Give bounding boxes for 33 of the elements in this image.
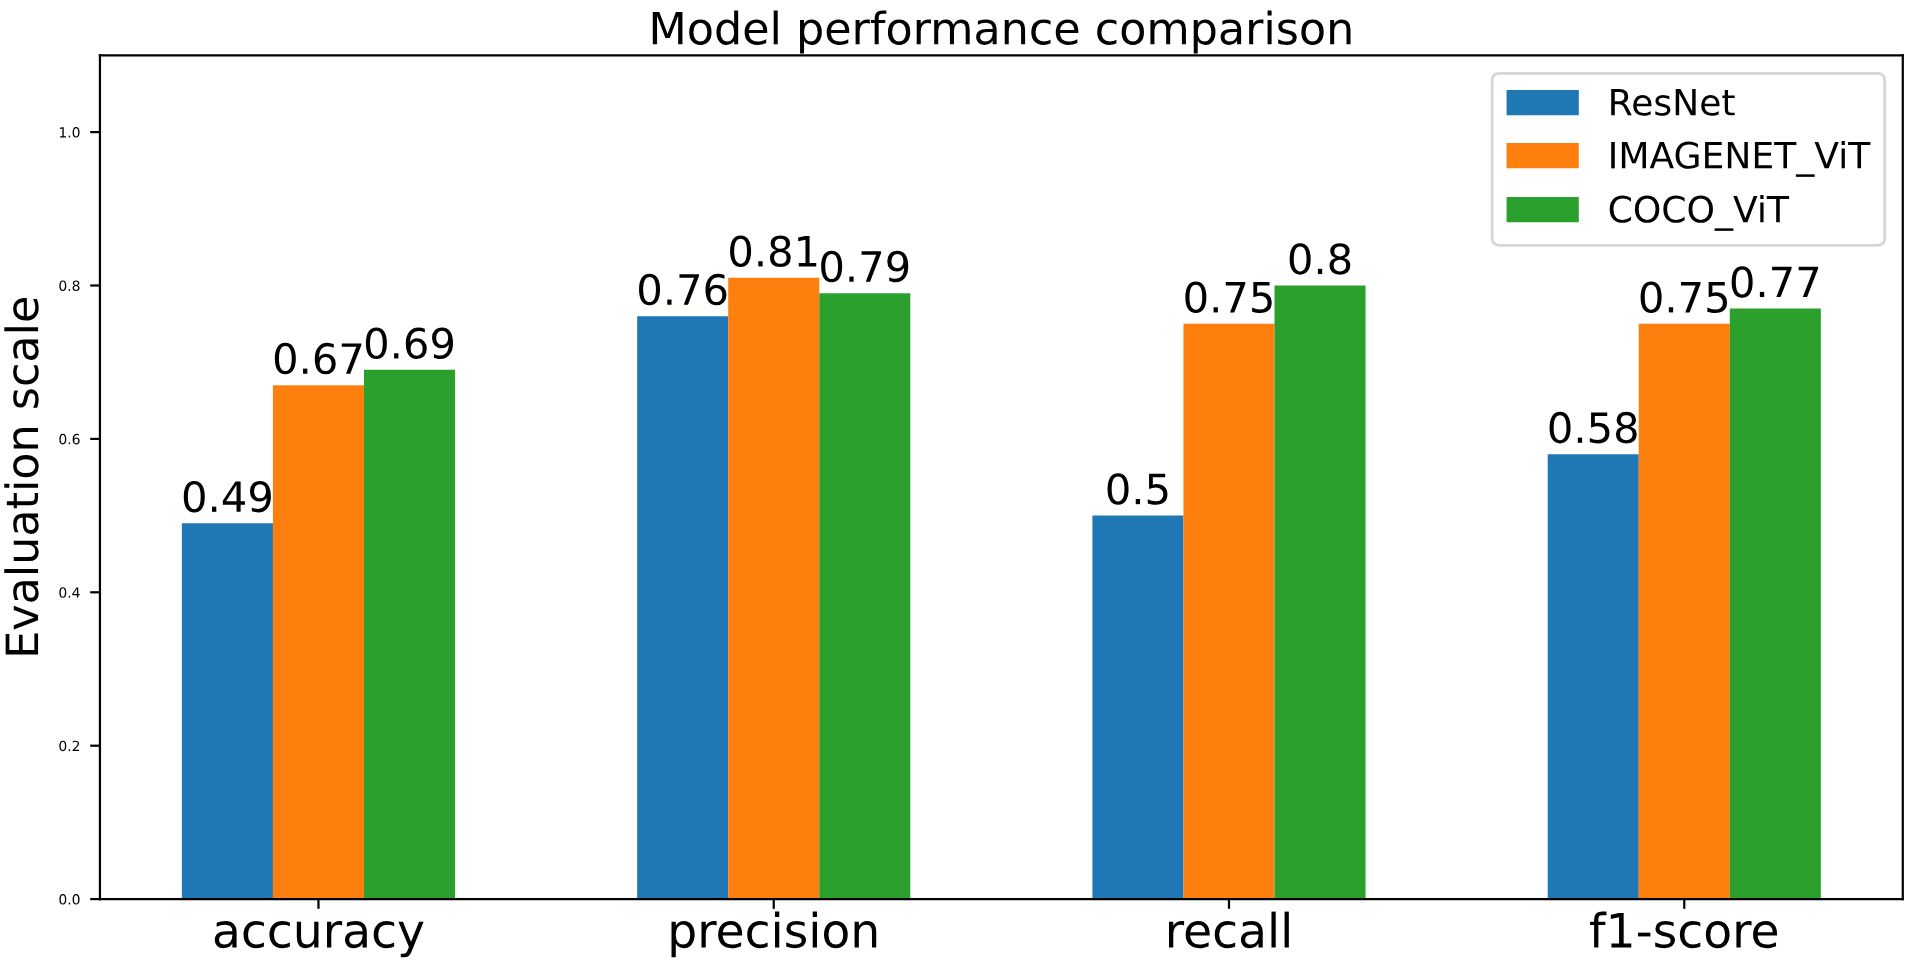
data-label: 0.5 [1107, 473, 1168, 505]
data-label: 0.58 [1549, 411, 1637, 444]
bar [1183, 323, 1275, 900]
bar [1547, 454, 1639, 900]
bar [272, 385, 364, 900]
bar [1274, 285, 1366, 900]
bar [1092, 515, 1184, 900]
data-label: 0.75 [1640, 281, 1727, 313]
legend-label: COCO_ViT [1609, 194, 1790, 231]
x-tick-label: f1-score [1590, 911, 1778, 949]
chart-title: Model performance comparison [652, 10, 1351, 54]
legend-label: IMAGENET_ViT [1611, 140, 1871, 177]
data-label: 0.77 [1731, 266, 1819, 298]
data-label: 0.75 [1185, 281, 1272, 313]
x-tick-label: accuracy [214, 921, 424, 958]
x-tick-label: precision [671, 911, 877, 958]
y-axis-title: Evaluation scale [4, 298, 39, 655]
bar [1638, 323, 1730, 900]
bar [819, 293, 911, 900]
bar [364, 369, 456, 900]
legend-label: ResNet [1611, 89, 1735, 116]
data-label: 0.8 [1289, 243, 1351, 275]
bar [1729, 308, 1821, 900]
data-label: 0.79 [821, 250, 909, 283]
data-label: 0.69 [365, 327, 453, 360]
bar [728, 277, 820, 900]
bar [181, 523, 273, 900]
data-label: 0.67 [274, 342, 362, 375]
data-label: 0.76 [639, 273, 727, 306]
x-tick-label: recall [1169, 911, 1289, 949]
data-label: 0.49 [183, 480, 271, 513]
data-label: 0.81 [730, 235, 817, 267]
bar [637, 316, 729, 900]
